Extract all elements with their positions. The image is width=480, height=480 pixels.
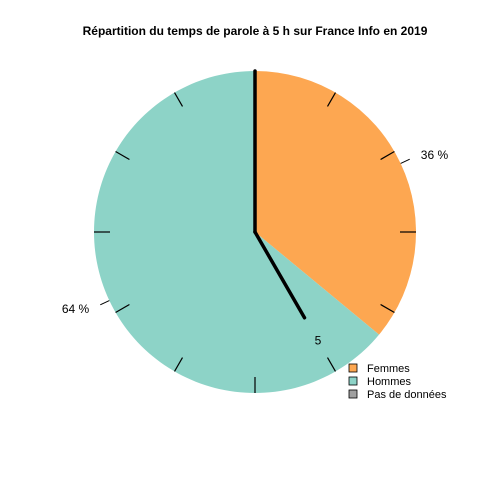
slice-femmes bbox=[255, 71, 417, 335]
legend-swatch-hommes bbox=[348, 376, 358, 386]
clock-tick bbox=[173, 92, 184, 107]
legend-swatch-femmes bbox=[348, 363, 358, 373]
clock-tick bbox=[115, 150, 130, 161]
slice-label-leader-femmes bbox=[400, 158, 410, 164]
chart-title: Répartition du temps de parole à 5 h sur… bbox=[83, 24, 428, 38]
clock-ticks bbox=[94, 71, 416, 393]
clock-hands: 5 bbox=[253, 69, 322, 348]
clock-tick bbox=[380, 150, 395, 161]
clock-tick bbox=[326, 92, 337, 107]
legend-label-pas-de-donnees: Pas de données bbox=[367, 389, 447, 401]
hour-hand-label: 5 bbox=[315, 334, 322, 348]
slice-label-hommes: 64 % bbox=[62, 302, 90, 316]
hour-hand bbox=[253, 230, 307, 320]
slice-labels: 36 % 64 % bbox=[62, 148, 449, 316]
legend-swatch-pas-de-donnees bbox=[348, 389, 358, 399]
legend-label-hommes: Hommes bbox=[367, 376, 412, 388]
clock-tick bbox=[380, 303, 395, 314]
slice-hommes bbox=[94, 71, 380, 394]
clock-tick bbox=[326, 357, 337, 372]
legend-label-femmes: Femmes bbox=[367, 363, 410, 375]
clock-tick bbox=[173, 357, 184, 372]
pie-slices bbox=[94, 71, 417, 394]
slice-label-femmes: 36 % bbox=[421, 148, 449, 162]
clock-tick bbox=[115, 303, 130, 314]
slice-label-leader-hommes bbox=[100, 300, 110, 306]
